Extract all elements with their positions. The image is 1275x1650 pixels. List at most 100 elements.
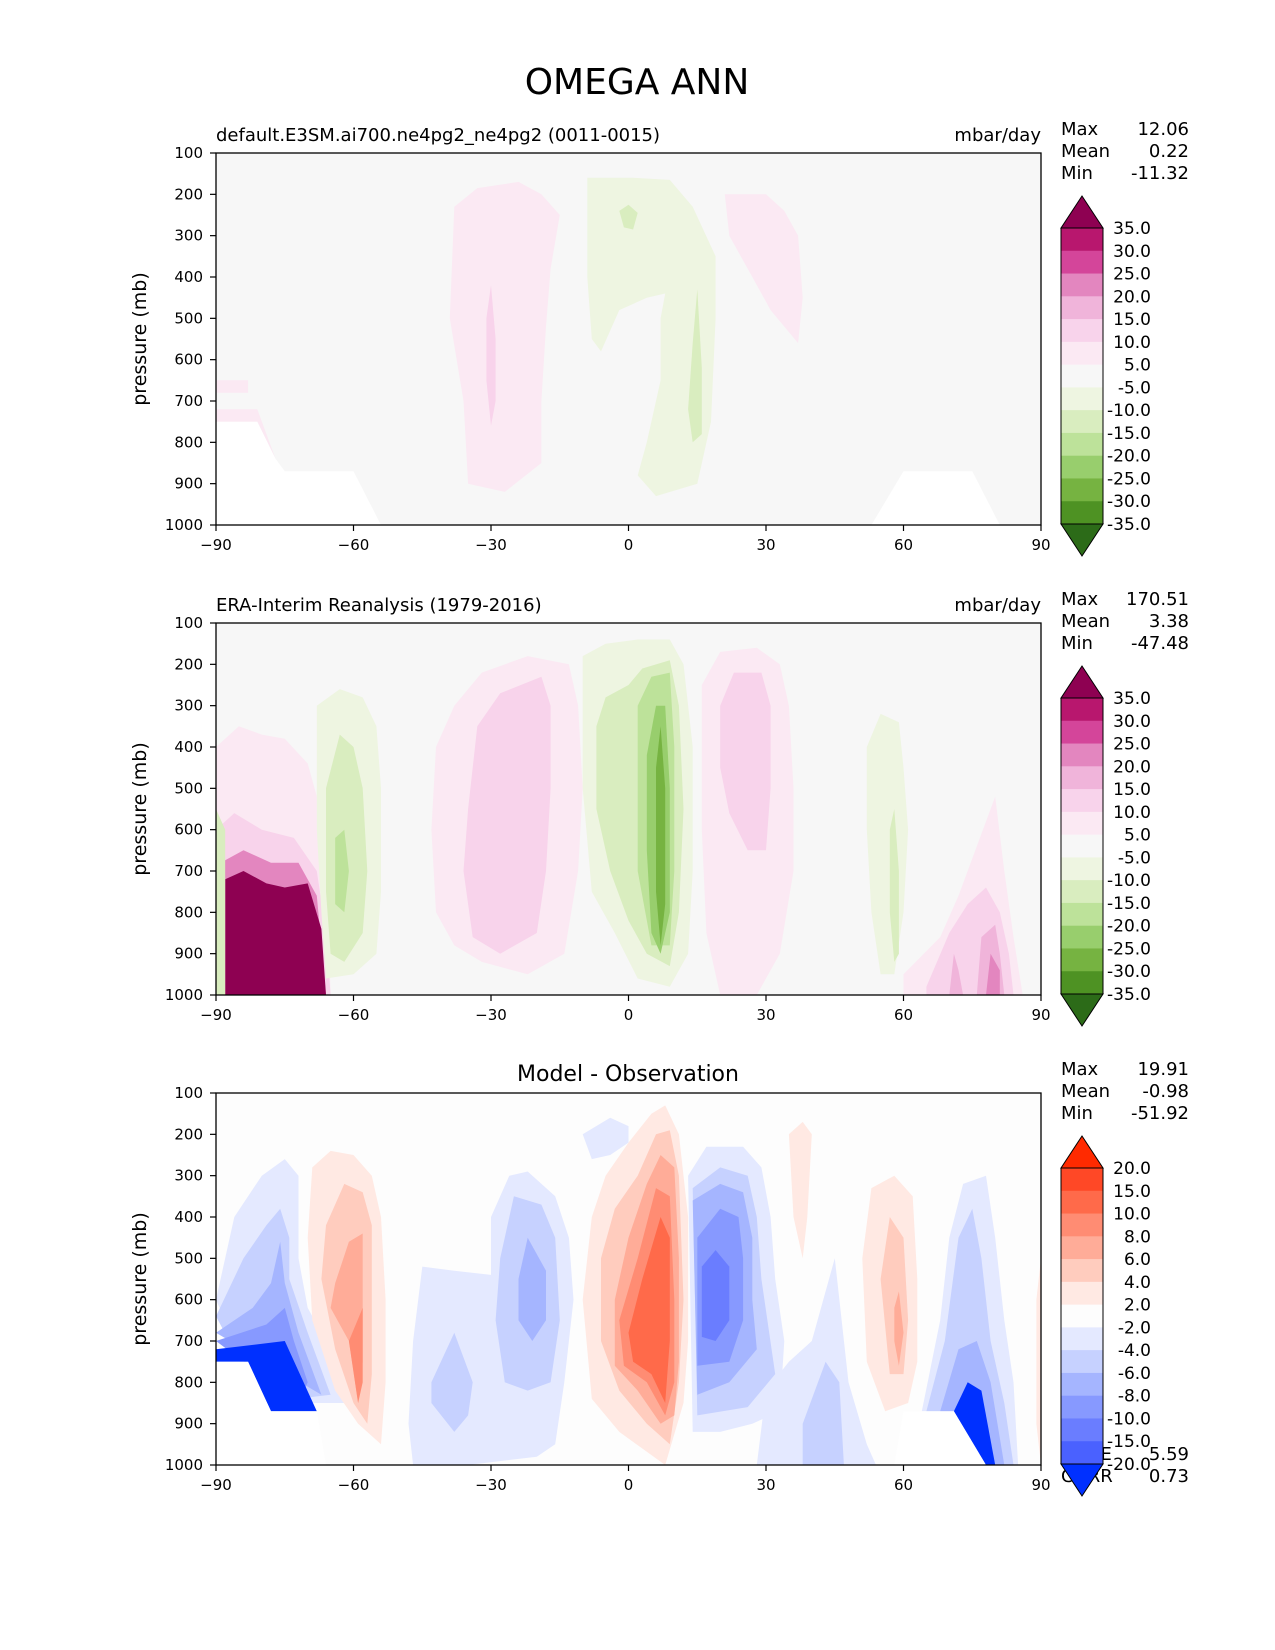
colorbar-label: -15.0	[1107, 424, 1151, 444]
y-tick-label: 600	[174, 821, 203, 839]
x-tick-label: −30	[475, 1476, 507, 1494]
missing-data-mask	[894, 1411, 986, 1465]
colorbar-segment	[1061, 410, 1103, 434]
x-tick-label: −30	[475, 1006, 507, 1024]
colorbar-label: 25.0	[1113, 735, 1151, 755]
colorbar-label: 10.0	[1113, 333, 1151, 353]
contour-region	[582, 1117, 629, 1160]
y-tick-label: 200	[174, 655, 203, 673]
x-tick-label: 0	[624, 536, 634, 554]
colorbar-segment	[1061, 387, 1103, 411]
x-axis: −90 −60 −30 0 30 60 90	[200, 1465, 1051, 1494]
contour-region	[788, 1121, 812, 1259]
colorbar-segment	[1061, 228, 1103, 252]
colorbar-label: 15.0	[1113, 780, 1151, 800]
contour-region	[216, 809, 226, 995]
plot-area	[215, 1092, 1042, 1466]
x-tick-label: 60	[894, 1006, 913, 1024]
colorbar-label: 25.0	[1113, 265, 1151, 285]
panel-reanalysis: ERA-Interim Reanalysis (1979-2016) mbar/…	[129, 589, 1189, 1027]
y-tick-label: 100	[174, 144, 203, 162]
colorbar-segment	[1061, 364, 1103, 388]
contour-region	[619, 204, 638, 230]
colorbar-segment	[1061, 902, 1103, 927]
y-tick-label: 100	[174, 614, 203, 632]
plot-area	[215, 152, 1042, 526]
missing-data-mask	[216, 421, 381, 525]
colorbar-extend-max	[1060, 665, 1104, 699]
contour-region	[889, 809, 899, 962]
colorbar-label: 30.0	[1113, 242, 1151, 262]
stat-value: -47.48	[1131, 633, 1189, 654]
y-axis: 100 200 300 400 500 600 700 800 900 1000	[165, 614, 216, 1004]
stat-label: Mean	[1061, 611, 1110, 632]
stat-label: Mean	[1061, 141, 1110, 162]
colorbar-segment	[1061, 1327, 1103, 1351]
y-tick-label: 1000	[165, 986, 203, 1004]
y-axis-label: pressure (mb)	[129, 1212, 151, 1346]
y-tick-label: 100	[174, 1084, 203, 1102]
colorbar-frame	[1060, 697, 1104, 995]
contour-region	[348, 1307, 363, 1403]
y-axis-label: pressure (mb)	[129, 272, 151, 406]
contour-region	[518, 1237, 546, 1341]
contour-region	[802, 1361, 844, 1465]
panel-title-left: ERA-Interim Reanalysis (1979-2016)	[216, 595, 542, 616]
colorbar-label: -2.0	[1118, 1318, 1151, 1338]
colorbar-label: 10.0	[1113, 1205, 1151, 1225]
y-tick-label: 500	[174, 779, 203, 797]
figure-title: OMEGA ANN	[525, 62, 750, 103]
x-tick-label: 30	[756, 1006, 775, 1024]
y-tick-label: 300	[174, 1167, 203, 1185]
x-tick-label: −30	[475, 536, 507, 554]
y-tick-label: 400	[174, 738, 203, 756]
stat-label: Max	[1061, 589, 1099, 610]
contour-region	[688, 289, 702, 443]
colorbar-label: 35.0	[1113, 219, 1151, 239]
panel-title-left: default.E3SM.ai700.ne4pg2_ne4pg2 (0011-0…	[216, 125, 660, 146]
corr-value: 0.73	[1149, 1466, 1189, 1487]
contour-region	[225, 871, 326, 995]
colorbar-segment	[1061, 789, 1103, 813]
contour-region	[953, 1382, 996, 1465]
colorbar-segment	[1061, 834, 1103, 858]
x-tick-label: −90	[200, 536, 232, 554]
colorbar-label: -10.0	[1107, 401, 1151, 421]
x-tick-label: 90	[1031, 536, 1050, 554]
contour-region	[724, 194, 803, 344]
y-tick-label: 900	[174, 1415, 203, 1433]
contour-region	[756, 1258, 876, 1465]
y-axis-label: pressure (mb)	[129, 742, 151, 876]
plot-area	[215, 622, 1042, 996]
y-tick-label: 800	[174, 433, 203, 451]
x-tick-label: 30	[756, 1476, 775, 1494]
colorbar-label: 15.0	[1113, 1182, 1151, 1202]
colorbar-segment	[1061, 341, 1103, 366]
missing-data-mask	[871, 471, 1000, 525]
colorbar-segment	[1061, 1372, 1103, 1397]
y-tick-label: 500	[174, 309, 203, 327]
colorbar-label: -4.0	[1118, 1341, 1151, 1361]
colorbar-label: 10.0	[1113, 803, 1151, 823]
colorbar-segment	[1061, 1190, 1103, 1215]
colorbar-segment	[1061, 455, 1103, 479]
colorbar-label: -20.0	[1107, 917, 1151, 937]
y-tick-label: 400	[174, 1208, 203, 1226]
colorbar-label: -8.0	[1118, 1387, 1151, 1407]
y-tick-label: 200	[174, 185, 203, 203]
y-tick-label: 300	[174, 697, 203, 715]
colorbar-segment	[1061, 1441, 1103, 1465]
colorbar-label: -35.0	[1107, 515, 1151, 535]
colorbar-label: -5.0	[1118, 378, 1151, 398]
colorbar-extend-max	[1060, 1135, 1104, 1169]
colorbar-label: -30.0	[1107, 962, 1151, 982]
colorbar-label: -10.0	[1107, 1409, 1151, 1429]
contour-region	[587, 177, 716, 497]
colorbar-segment	[1061, 1168, 1103, 1192]
x-tick-label: −90	[200, 1006, 232, 1024]
colorbar-label: -10.0	[1107, 871, 1151, 891]
stat-label: Min	[1061, 633, 1093, 654]
y-tick-label: 900	[174, 945, 203, 963]
y-tick-label: 1000	[165, 516, 203, 534]
colorbar-segment	[1061, 250, 1103, 275]
